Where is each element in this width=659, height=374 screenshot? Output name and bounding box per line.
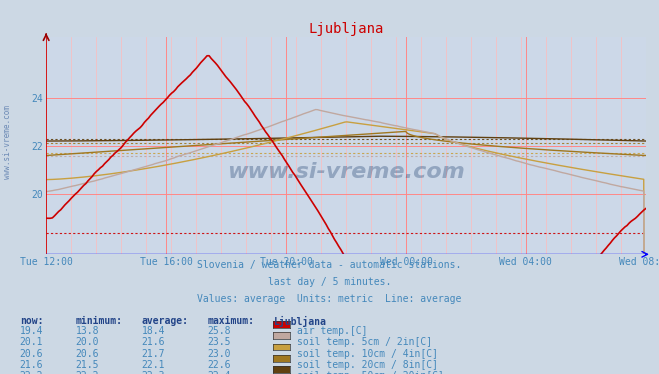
Text: soil temp. 5cm / 2in[C]: soil temp. 5cm / 2in[C] [297,337,432,347]
Text: soil temp. 20cm / 8in[C]: soil temp. 20cm / 8in[C] [297,360,438,370]
Text: 13.8: 13.8 [76,326,100,336]
Title: Ljubljana: Ljubljana [308,22,384,36]
Text: www.si-vreme.com: www.si-vreme.com [227,162,465,182]
Text: 20.1: 20.1 [20,337,43,347]
Text: 22.2: 22.2 [20,371,43,374]
Text: 20.6: 20.6 [76,349,100,359]
Text: 23.0: 23.0 [208,349,231,359]
Text: Ljubljana: Ljubljana [273,316,326,327]
Text: Slovenia / weather data - automatic stations.: Slovenia / weather data - automatic stat… [197,260,462,270]
Text: 22.2: 22.2 [76,371,100,374]
Text: Values: average  Units: metric  Line: average: Values: average Units: metric Line: aver… [197,294,462,304]
Text: 20.0: 20.0 [76,337,100,347]
Text: 21.6: 21.6 [20,360,43,370]
Text: average:: average: [142,316,188,326]
Text: now:: now: [20,316,43,326]
Text: minimum:: minimum: [76,316,123,326]
Text: 18.4: 18.4 [142,326,165,336]
Text: 21.7: 21.7 [142,349,165,359]
Text: 21.5: 21.5 [76,360,100,370]
Text: 20.6: 20.6 [20,349,43,359]
Text: 22.6: 22.6 [208,360,231,370]
Text: 25.8: 25.8 [208,326,231,336]
Text: 19.4: 19.4 [20,326,43,336]
Text: www.si-vreme.com: www.si-vreme.com [3,105,13,179]
Text: air temp.[C]: air temp.[C] [297,326,367,336]
Text: soil temp. 50cm / 20in[C]: soil temp. 50cm / 20in[C] [297,371,444,374]
Text: 23.5: 23.5 [208,337,231,347]
Text: soil temp. 10cm / 4in[C]: soil temp. 10cm / 4in[C] [297,349,438,359]
Text: 22.4: 22.4 [208,371,231,374]
Text: 21.6: 21.6 [142,337,165,347]
Text: 22.1: 22.1 [142,360,165,370]
Text: 22.3: 22.3 [142,371,165,374]
Text: last day / 5 minutes.: last day / 5 minutes. [268,277,391,287]
Text: maximum:: maximum: [208,316,254,326]
